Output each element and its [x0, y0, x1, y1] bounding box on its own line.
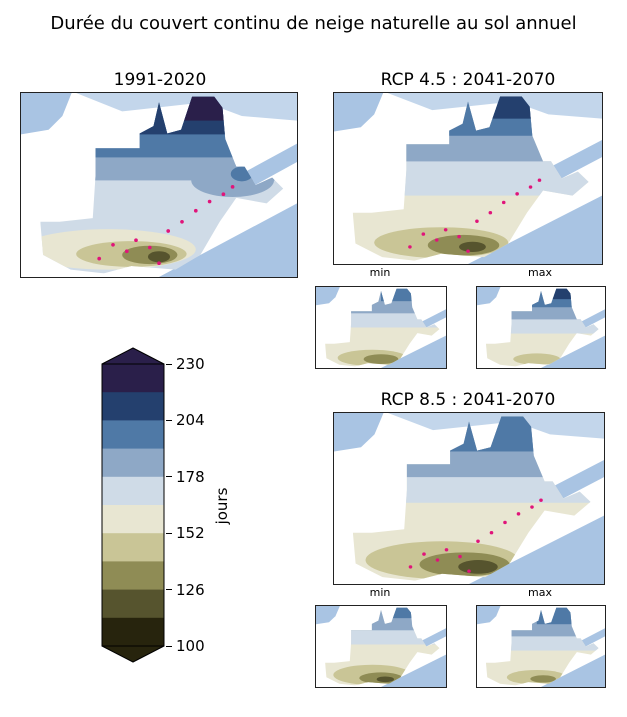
panel-title-historical: 1991-2020	[113, 70, 207, 90]
map-rcp85-max	[476, 605, 606, 688]
colorbar-bin	[102, 476, 164, 506]
rcp45-max-label: max	[528, 266, 552, 279]
colorbar-tick-label: 178	[176, 467, 205, 486]
panel-title-rcp45: RCP 4.5 : 2041-2070	[380, 70, 556, 90]
colorbar-tick-mark	[166, 532, 172, 534]
bay	[21, 93, 72, 135]
colorbar-bin	[102, 392, 164, 421]
colorbar-bin	[102, 533, 164, 562]
colorbar-tick-label: 204	[176, 411, 205, 430]
colorbar-tick-label: 230	[176, 355, 205, 373]
map-rcp45	[333, 92, 603, 265]
colorbar-tick-mark	[166, 476, 172, 478]
colorbar-bin	[102, 448, 164, 478]
colorbar-extend-min	[101, 645, 165, 663]
stations	[97, 185, 235, 266]
map-rcp45-max	[476, 286, 606, 369]
colorbar-bin	[102, 617, 164, 647]
colorbar-bin	[102, 364, 164, 393]
colorbar-bin	[102, 420, 164, 450]
colorbar-tick-mark	[166, 419, 172, 421]
colorbar-tick-label: 100	[176, 637, 205, 655]
colorbar-tick-label: 152	[176, 524, 205, 543]
colorbar	[98, 346, 168, 664]
rcp85-max-label: max	[528, 586, 552, 599]
colorbar-bin	[102, 561, 164, 591]
colorbar-unit: jours	[213, 487, 231, 525]
colorbar-extend-max	[101, 347, 165, 365]
figure-title: Durée du couvert continu de neige nature…	[50, 13, 577, 34]
colorbar-bin	[102, 505, 164, 534]
map-rcp85-min	[315, 605, 447, 688]
colorbar-tick-mark	[166, 589, 172, 591]
colorbar-frame	[101, 363, 165, 647]
map-rcp45-min	[315, 286, 447, 369]
panel-title-rcp85: RCP 8.5 : 2041-2070	[380, 390, 556, 410]
colorbar-bin	[102, 589, 164, 619]
map-rcp85	[333, 412, 605, 585]
colorbar-graphic	[101, 347, 165, 663]
colorbar-tick-label: 126	[176, 580, 205, 599]
colorbar-tick-mark	[166, 645, 172, 647]
map-historical	[20, 92, 298, 278]
rcp85-min-label: min	[369, 586, 391, 599]
rcp45-min-label: min	[369, 266, 391, 279]
colorbar-tick-mark	[166, 363, 172, 365]
